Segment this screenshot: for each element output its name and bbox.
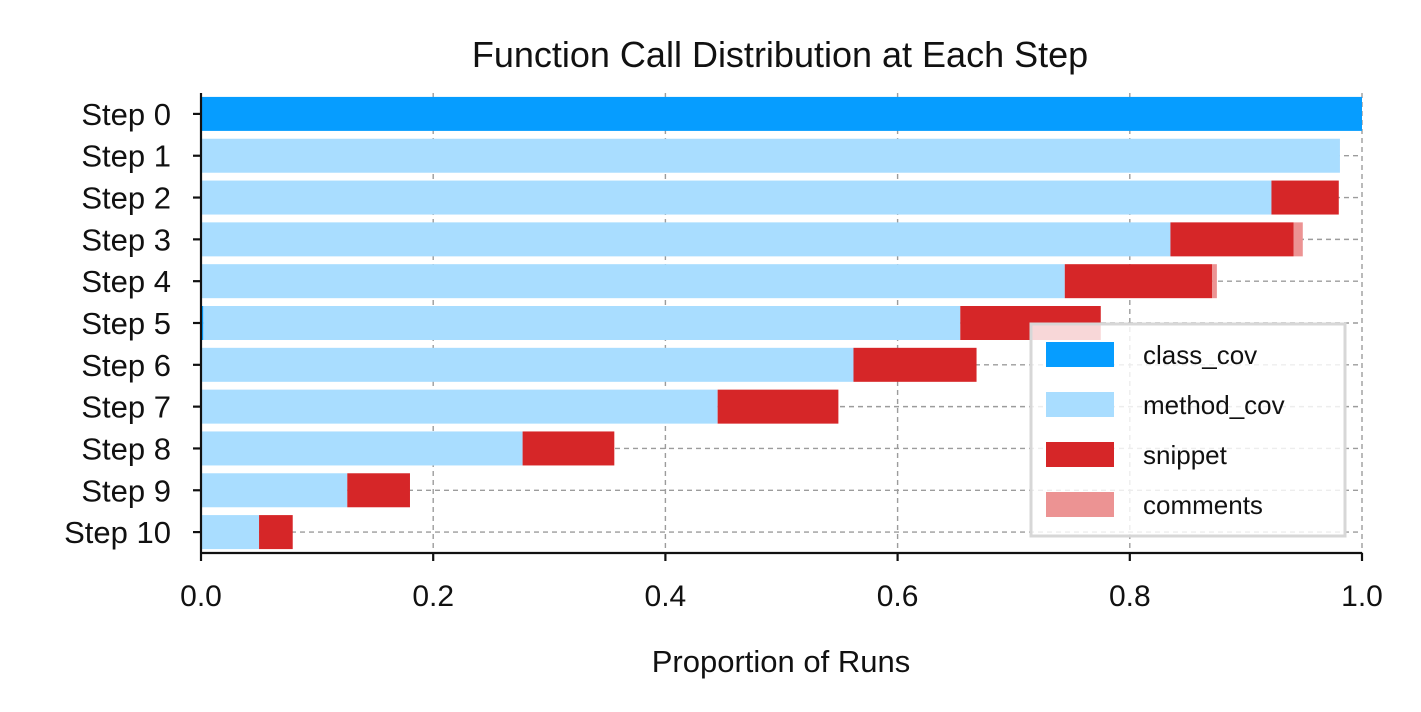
bar-snippet-step-10	[259, 515, 293, 550]
bar-method-cov-step-1	[201, 138, 1340, 173]
bar-method-cov-step-3	[201, 222, 1171, 257]
y-tick-label: Step 3	[81, 222, 171, 257]
legend-swatch-class-cov	[1046, 342, 1114, 367]
y-tick-label: Step 10	[64, 515, 171, 550]
y-tick-label: Step 0	[81, 97, 171, 132]
axes	[193, 93, 1364, 561]
y-tick-label: Step 7	[81, 390, 171, 425]
x-axis-label: Proportion of Runs	[652, 644, 910, 679]
legend-swatch-snippet	[1046, 442, 1114, 467]
bar-class-cov-step-5	[201, 306, 204, 340]
bar-method-cov-step-7	[201, 389, 718, 424]
bar-snippet-step-8	[522, 431, 615, 466]
legend-swatch-comments	[1046, 492, 1114, 517]
x-tick-labels: 0.0 0.2 0.4 0.6 0.8 1.0	[180, 580, 1383, 613]
bar-snippet-step-9	[347, 473, 410, 508]
bar-snippet-step-7	[717, 389, 839, 424]
y-tick-label: Step 9	[81, 473, 171, 508]
bar-comments-step-4	[1212, 264, 1217, 299]
bar-snippet-step-4	[1064, 264, 1213, 299]
bar-snippet-step-3	[1170, 222, 1294, 257]
bar-snippet-step-2	[1271, 180, 1339, 215]
legend-swatch-method-cov	[1046, 392, 1114, 417]
y-tick-label: Step 4	[81, 264, 171, 299]
x-tick-label: 1.0	[1341, 580, 1383, 613]
bar-method-cov-step-4	[201, 264, 1065, 299]
bar-class-cov-step-0	[201, 96, 1362, 131]
bar-method-cov-step-9	[201, 473, 348, 508]
bar-method-cov-step-5	[203, 306, 961, 340]
y-tick-label: Step 8	[81, 431, 171, 466]
chart-title: Function Call Distribution at Each Step	[472, 34, 1088, 75]
x-tick-label: 0.0	[180, 580, 222, 613]
y-tick-label: Step 1	[81, 139, 171, 174]
bar-method-cov-step-8	[201, 431, 523, 466]
bar-snippet-step-6	[853, 347, 977, 382]
x-tick-label: 0.6	[877, 580, 919, 613]
bars	[201, 96, 1362, 550]
bar-method-cov-step-6	[201, 347, 854, 382]
x-tick-label: 0.4	[645, 580, 687, 613]
x-tick-label: 0.2	[412, 580, 454, 613]
x-tick-label: 0.8	[1109, 580, 1151, 613]
legend-label-comments: comments	[1143, 490, 1263, 520]
bar-method-cov-step-10	[201, 515, 260, 550]
bar-method-cov-step-2	[201, 180, 1272, 215]
y-tick-label: Step 5	[81, 306, 171, 341]
y-tick-labels: Step 0 Step 1 Step 2 Step 3 Step 4 Step 5 Step…	[64, 97, 171, 550]
bar-comments-step-3	[1293, 222, 1303, 257]
legend-label-class-cov: class_cov	[1143, 340, 1257, 370]
legend-label-snippet: snippet	[1143, 440, 1228, 470]
y-tick-label: Step 6	[81, 348, 171, 383]
legend-label-method-cov: method_cov	[1143, 390, 1285, 420]
y-tick-label: Step 2	[81, 181, 171, 216]
